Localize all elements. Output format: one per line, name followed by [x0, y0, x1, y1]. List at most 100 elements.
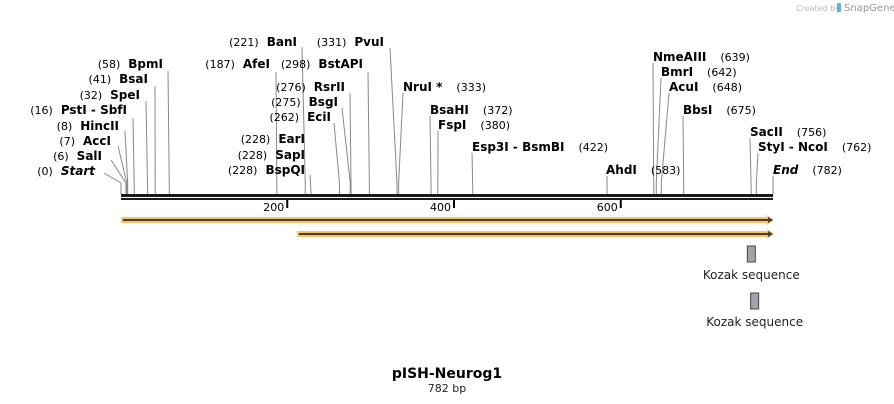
- enzyme-site-bstapi[interactable]: (298) BstAPI: [281, 57, 363, 71]
- enzyme-site-hincii[interactable]: (8) HincII: [57, 119, 119, 133]
- enzyme-site-ahdi[interactable]: AhdI (583): [606, 163, 680, 177]
- enzyme-site-spei[interactable]: (32) SpeI: [80, 88, 140, 102]
- enzyme-name: BpmI: [128, 57, 163, 71]
- credit-brand: SnapGene: [844, 3, 894, 14]
- enzyme-site-styi-ncoi[interactable]: StyI - NcoI (762): [758, 140, 871, 154]
- enzyme-name: FspI: [438, 118, 466, 132]
- cut-site-line: [429, 115, 432, 195]
- enzyme-label[interactable]: (275) BsgI: [271, 95, 338, 109]
- feature-arrow[interactable]: [121, 215, 774, 225]
- enzyme-label[interactable]: (228) BspQI: [228, 163, 305, 177]
- enzyme-site-bbsi[interactable]: BbsI (675): [683, 103, 756, 117]
- enzyme-label[interactable]: NruI * (333): [403, 80, 486, 94]
- enzyme-name: BstAPI: [318, 57, 363, 71]
- enzyme-label[interactable]: (41) BsaI: [89, 72, 148, 86]
- enzyme-position: (782): [812, 164, 842, 177]
- enzyme-label[interactable]: AhdI (583): [606, 163, 680, 177]
- ruler-tick-label: 400: [430, 201, 451, 214]
- feature-kozak-sequence[interactable]: Kozak sequence: [706, 292, 803, 329]
- enzyme-site-end[interactable]: End (782): [773, 163, 842, 177]
- enzyme-position: (276): [276, 81, 306, 94]
- enzyme-label[interactable]: (8) HincII: [57, 119, 119, 133]
- enzyme-position: (380): [480, 119, 510, 132]
- enzyme-label[interactable]: (6) SalI: [53, 149, 102, 163]
- enzyme-label[interactable]: BbsI (675): [683, 103, 756, 117]
- enzyme-label[interactable]: StyI - NcoI (762): [758, 140, 871, 154]
- enzyme-site-ecii[interactable]: (262) EciI: [270, 110, 331, 124]
- enzyme-label[interactable]: Esp3I - BsmBI (422): [472, 140, 608, 154]
- enzyme-name: AfeI: [243, 57, 270, 71]
- enzyme-site-nrui[interactable]: NruI * (333): [403, 80, 486, 94]
- ruler-tick-label: 200: [263, 201, 284, 214]
- enzyme-label[interactable]: (228) EarI: [241, 132, 305, 146]
- enzyme-label[interactable]: AcuI (648): [669, 80, 742, 94]
- enzyme-label[interactable]: (221) BanI: [229, 35, 297, 49]
- enzyme-label[interactable]: (262) EciI: [270, 110, 331, 124]
- enzyme-name: RsrII: [314, 80, 345, 94]
- enzyme-site-acui[interactable]: AcuI (648): [669, 80, 742, 94]
- enzyme-label[interactable]: (298) BstAPI: [281, 57, 363, 71]
- enzyme-site-esp3i-bsmbi[interactable]: Esp3I - BsmBI (422): [472, 140, 608, 154]
- feature-label: Kozak sequence: [703, 268, 800, 282]
- enzyme-site-sapi[interactable]: (228) SapI: [238, 148, 305, 162]
- enzyme-position: (372): [483, 104, 513, 117]
- enzyme-site-nmeaiii[interactable]: NmeAIII (639): [653, 50, 750, 64]
- enzyme-site-rsrii[interactable]: (276) RsrII: [276, 80, 345, 94]
- cut-site-line: [301, 46, 306, 194]
- enzyme-label[interactable]: (331) PvuI: [317, 35, 384, 49]
- enzyme-site-fspi[interactable]: FspI (380): [438, 118, 510, 132]
- enzyme-site-bspqi[interactable]: (228) BspQI: [228, 163, 305, 177]
- enzyme-label[interactable]: (7) AccI: [59, 134, 111, 148]
- enzyme-label[interactable]: (58) BpmI: [98, 57, 163, 71]
- enzyme-label[interactable]: (0) Start: [37, 164, 96, 178]
- enzyme-label[interactable]: NmeAIII (639): [653, 50, 750, 64]
- enzyme-site-eari[interactable]: (228) EarI: [241, 132, 305, 146]
- feature-arrow[interactable]: [296, 229, 774, 239]
- credit-prefix: Created by: [796, 4, 840, 13]
- enzyme-name: HincII: [80, 119, 119, 133]
- enzyme-position: (41): [89, 73, 112, 86]
- enzyme-position: (0): [37, 165, 53, 178]
- cut-site-line: [132, 117, 135, 195]
- cut-site-line: [341, 107, 351, 194]
- enzyme-site-bmri[interactable]: BmrI (642): [661, 65, 737, 79]
- cut-site-line: [167, 70, 170, 195]
- enzyme-name: BsaHI: [430, 103, 469, 117]
- enzyme-label[interactable]: (228) SapI: [238, 148, 305, 162]
- enzyme-position: (275): [271, 96, 301, 109]
- enzyme-label[interactable]: BsaHI (372): [430, 103, 513, 117]
- enzyme-site-bsgi[interactable]: (275) BsgI: [271, 95, 338, 109]
- enzyme-site-bpmi[interactable]: (58) BpmI: [98, 57, 163, 71]
- ruler-tick: [453, 200, 456, 208]
- enzyme-name: BbsI: [683, 103, 712, 117]
- enzyme-site-bani[interactable]: (221) BanI: [229, 35, 297, 49]
- enzyme-site-pvui[interactable]: (331) PvuI: [317, 35, 384, 49]
- enzyme-name: Esp3I - BsmBI: [472, 140, 564, 154]
- enzyme-site-afei[interactable]: (187) AfeI: [205, 57, 270, 71]
- cut-site-line: [110, 159, 127, 194]
- enzyme-site-sacii[interactable]: SacII (756): [750, 125, 826, 139]
- enzyme-label[interactable]: (276) RsrII: [276, 80, 345, 94]
- enzyme-position: (228): [228, 164, 258, 177]
- enzyme-label[interactable]: (32) SpeI: [80, 88, 140, 102]
- enzyme-label[interactable]: (187) AfeI: [205, 57, 270, 71]
- enzyme-position: (756): [797, 126, 827, 139]
- enzyme-label[interactable]: FspI (380): [438, 118, 510, 132]
- enzyme-site-start[interactable]: (0) Start: [37, 164, 96, 178]
- feature-box: [746, 245, 756, 263]
- enzyme-label[interactable]: End (782): [773, 163, 842, 177]
- enzyme-site-sali[interactable]: (6) SalI: [53, 149, 102, 163]
- enzyme-site-bsai[interactable]: (41) BsaI: [89, 72, 148, 86]
- enzyme-site-psti-sbfi[interactable]: (16) PstI - SbfI: [30, 103, 127, 117]
- enzyme-label[interactable]: (16) PstI - SbfI: [30, 103, 127, 117]
- enzyme-name: PvuI: [354, 35, 384, 49]
- feature-kozak-sequence[interactable]: Kozak sequence: [703, 245, 800, 282]
- enzyme-site-bsahi[interactable]: BsaHI (372): [430, 103, 513, 117]
- enzyme-position: (675): [726, 104, 756, 117]
- enzyme-label[interactable]: BmrI (642): [661, 65, 737, 79]
- enzyme-position: (583): [651, 164, 681, 177]
- enzyme-label[interactable]: SacII (756): [750, 125, 826, 139]
- cut-site-line: [103, 172, 122, 194]
- enzyme-site-acci[interactable]: (7) AccI: [59, 134, 111, 148]
- map-title: pISH-Neurog1: [392, 366, 502, 382]
